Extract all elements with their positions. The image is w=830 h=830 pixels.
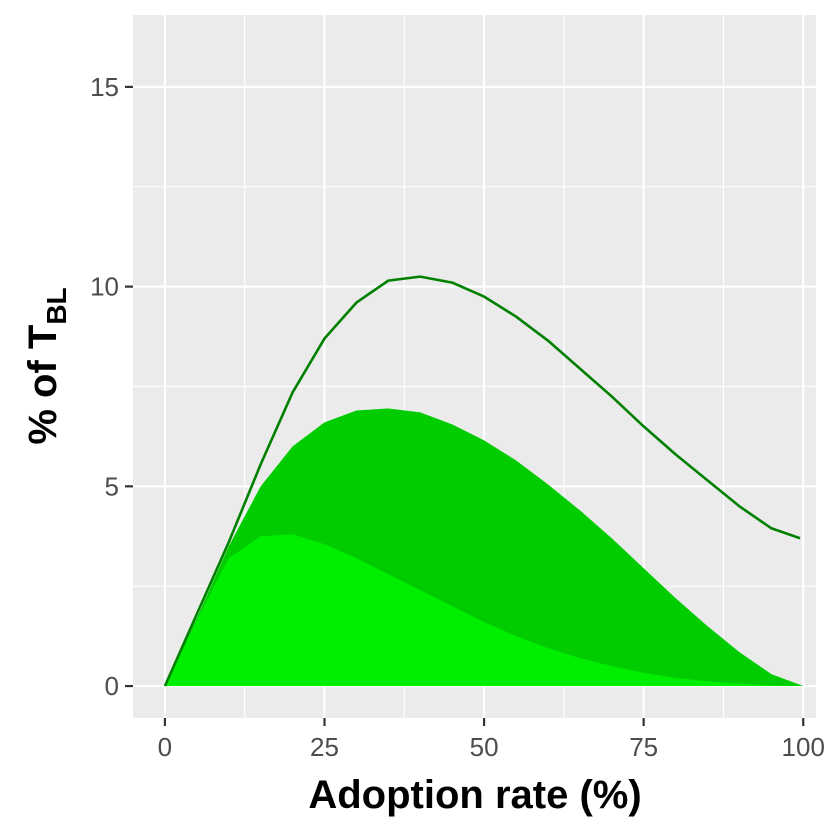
- line-series: [163, 275, 801, 687]
- x-tick-label: 100: [782, 732, 825, 762]
- area-series-2: [164, 534, 804, 687]
- y-axis-title: % of TBL: [21, 287, 72, 444]
- y-axis: 0 5 10 15: [90, 72, 133, 701]
- y-tick-label: 0: [105, 671, 119, 701]
- x-tick-label: 25: [310, 732, 339, 762]
- x-tick-label: 50: [470, 732, 499, 762]
- x-tick-label: 0: [158, 732, 172, 762]
- x-axis-title: Adoption rate (%): [308, 773, 641, 817]
- series-layer: [163, 275, 804, 687]
- x-tick-label: 75: [629, 732, 658, 762]
- y-tick-label: 15: [90, 72, 119, 102]
- y-tick-label: 10: [90, 272, 119, 302]
- y-tick-label: 5: [105, 471, 119, 501]
- y-axis-title-subscript: BL: [41, 287, 72, 324]
- x-axis: 0 25 50 75 100: [158, 718, 825, 762]
- y-axis-title-main: % of T: [21, 325, 65, 445]
- grid-minor: [133, 15, 816, 718]
